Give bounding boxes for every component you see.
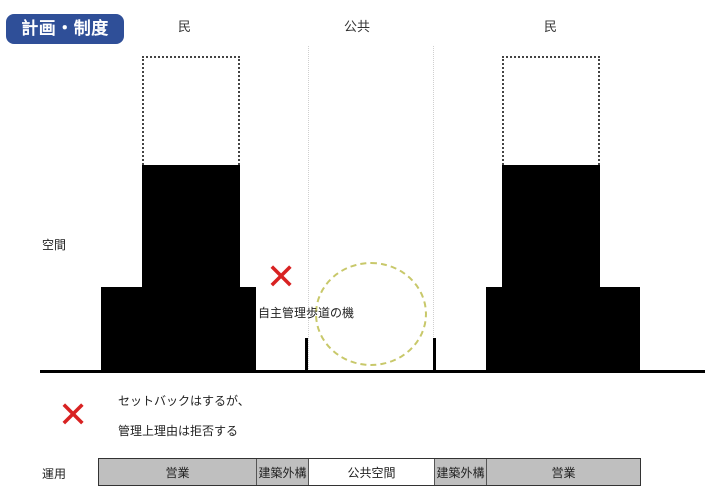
left-building-potential-volume xyxy=(142,56,240,168)
autonomous-walkway-label: 自主管理歩道の機 xyxy=(258,306,355,320)
left-building-upper xyxy=(142,165,240,290)
boundary-post-left xyxy=(305,338,308,372)
cross-icon: ✕ xyxy=(58,395,89,436)
setback-note-line1: セットバックはするが、 xyxy=(118,394,250,408)
operation-segment-public-space: 公共空間 xyxy=(309,459,435,485)
boundary-line-right xyxy=(433,46,434,371)
operation-segment-exterior-left: 建築外構 xyxy=(257,459,309,485)
operation-bar: 営業 建築外構 公共空間 建築外構 営業 xyxy=(98,458,641,486)
operation-segment-exterior-right: 建築外構 xyxy=(435,459,487,485)
ground-line xyxy=(40,370,705,373)
right-building-upper xyxy=(502,165,600,290)
setback-note-line2: 管理上理由は拒否する xyxy=(118,424,239,438)
left-building-base xyxy=(101,287,256,372)
right-building-base xyxy=(486,287,640,372)
boundary-line-left xyxy=(308,46,309,371)
operation-segment-business-right: 営業 xyxy=(487,459,640,485)
space-label: 空間 xyxy=(42,238,67,252)
right-building-potential-volume xyxy=(502,56,600,168)
cross-icon: ✕ xyxy=(266,257,297,298)
title-badge: 計画・制度 xyxy=(6,14,124,44)
boundary-post-right xyxy=(433,338,436,372)
operation-label: 運用 xyxy=(42,467,67,481)
header-public: 公共 xyxy=(344,20,371,35)
public-space-circle xyxy=(315,262,427,366)
operation-segment-business-left: 営業 xyxy=(99,459,257,485)
header-private-left: 民 xyxy=(178,20,192,35)
header-private-right: 民 xyxy=(544,20,558,35)
